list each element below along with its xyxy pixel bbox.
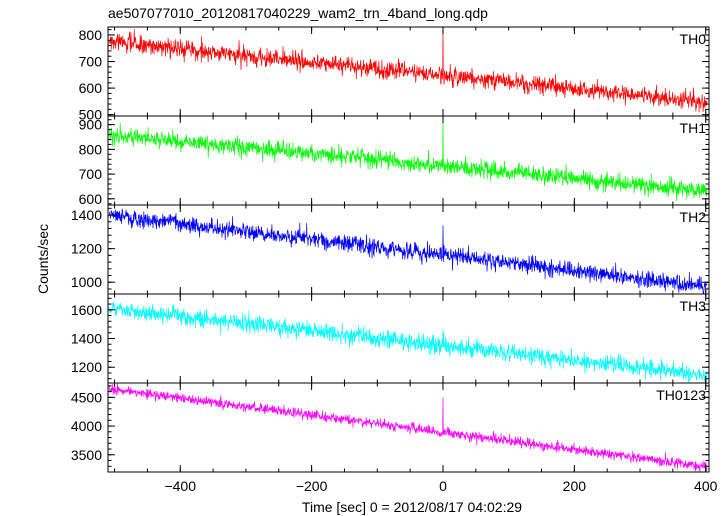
y-tick-label: 1200 [71,359,102,375]
y-axis-label: Counts/sec [35,224,51,294]
y-tick-label: 1400 [71,207,102,223]
panel-th0123: 3500 4000 4500 TH0123 [71,382,710,473]
x-tick-label: 0 [439,478,447,494]
panel-label-th2: TH2 [680,209,707,225]
series-line-th0 [108,28,708,113]
y-tick-label: 3500 [71,447,102,463]
panel-th1: 600 700 800 900 TH1 [79,115,710,207]
panel-label-th3: TH3 [680,298,707,314]
x-tick-label: −200 [296,478,328,494]
y-tick-label: 1600 [71,302,102,318]
chart-title: ae507077010_20120817040229_wam2_trn_4ban… [108,5,488,21]
panel-label-th1: TH1 [680,120,707,136]
panel-label-th0123: TH0123 [656,387,706,403]
y-tick-label: 800 [79,141,103,157]
y-tick-label: 700 [79,54,103,70]
panels-group: 500 600 700 800 TH0 600 700 800 900 TH1 1000 1200 14… [71,26,710,473]
panel-th3: 1200 1400 1600 TH3 [71,293,710,384]
y-tick-label: 600 [79,80,103,96]
y-tick-label: 500 [79,107,103,123]
y-tick-label: 1200 [71,241,102,257]
x-tick-label: 400 [694,478,718,494]
panel-th2: 1000 1200 1400 TH2 [71,204,710,295]
x-tick-label: 200 [563,478,587,494]
y-tick-label: 600 [79,191,103,207]
series-line-th0123 [108,383,708,472]
y-tick-label: 900 [79,117,103,133]
series-line-th2 [108,208,708,294]
y-tick-label: 4500 [71,389,102,405]
y-tick-label: 4000 [71,418,102,434]
panel-label-th0: TH0 [680,31,707,47]
x-tick-label: −400 [164,478,196,494]
y-tick-label: 800 [79,27,103,43]
x-axis-label: Time [sec] 0 = 2012/08/17 04:02:29 [302,499,522,515]
series-line-th3 [108,301,708,383]
panel-th0: 500 600 700 800 TH0 [79,26,710,123]
panel-frame [107,382,710,473]
series-line-th1 [108,120,708,202]
y-tick-label: 700 [79,166,103,182]
x-axis-group: −400 −200 0 200 400 [164,478,717,494]
y-tick-label: 1400 [71,331,102,347]
y-tick-label: 1000 [71,274,102,290]
